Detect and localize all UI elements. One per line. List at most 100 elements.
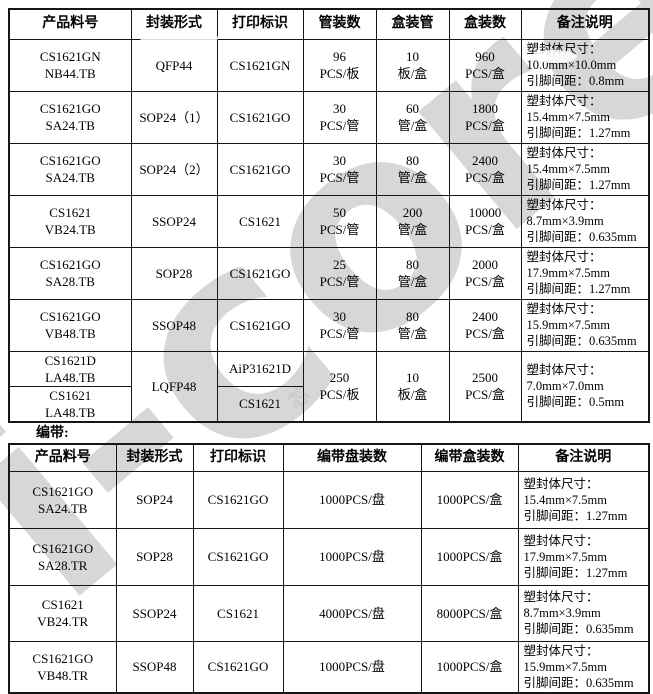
marking-cell: CS1621GO [216,246,304,300]
tube-qty-cell: 25 PCS/管 [302,246,377,300]
part-cell-line: SA24.TB [45,170,95,185]
tube-table-header: 产品料号 封装形式 打印标识 管装数 盒装管 盒装数 备注说明 [8,8,650,40]
part-cell-line: CS1621GN [39,49,101,64]
part-cell-line: CS1621 [49,205,92,220]
reel-qty-cell: 1000PCS/盘 [282,470,422,529]
part-cell-line: CS1621 [49,387,92,403]
column-header: 备注说明 [520,8,650,40]
tape-table-body: CS1621GO SA24.TB SOP24 CS1621GO 1000PCS/盘 100… [8,470,650,693]
part-cell-line: VB24.TR [37,614,89,629]
remark-cell-line: 引脚间距：1.27mm [526,178,631,192]
tubes-per-box-cell: 200 管/盒 [375,194,450,248]
part-cell: CS1621GO VB48.TB [8,298,132,352]
remark-cell: 塑封体尺寸： 10.0mm×10.0mm 引脚间距：0.8mm [520,38,650,92]
package-cell: SSOP48 [115,640,194,693]
box-qty-cell-line: PCS/盒 [465,387,505,402]
box-qty-cell-line: PCS/盒 [465,274,505,289]
part-cell-line: CS1621GO [32,540,94,556]
tube-qty-cell-line: PCS/板 [319,66,360,81]
package-cell: SSOP24 [130,194,218,248]
tube-qty-cell: 250 PCS/板 [302,350,377,422]
part-cell-line: CS1621GO [39,309,101,324]
part-cell-line: SA24.TB [38,500,88,516]
marking-cell: CS1621 [216,194,304,248]
reel-qty-cell: 4000PCS/盘 [282,584,422,642]
tube-qty-cell-line: 250 [329,370,350,385]
remark-cell-line: 10.0mm×10.0mm [526,58,617,72]
remark-cell: 塑封体尺寸： 15.4mm×7.5mm 引脚间距：1.27mm [520,142,650,196]
remark-cell-line: 17.9mm×7.5mm [526,266,610,280]
remark-cell-line: 8.7mm×3.9mm [526,214,604,228]
remark-cell-line: 15.4mm×7.5mm [526,110,610,124]
box-qty-cell-line: PCS/盒 [465,118,505,133]
marking-cell: CS1621GO [216,90,304,144]
remark-cell: 塑封体尺寸： 7.0mm×7.0mm 引脚间距：0.5mm [520,350,650,422]
tubes-per-box-cell-line: 80 [406,153,419,168]
box-qty-cell-line: PCS/盒 [465,66,505,81]
remark-cell-line: 塑封体尺寸： [523,533,599,548]
part-cell-line: CS1621 [41,597,84,612]
tube-qty-cell-line: PCS/管 [319,274,360,289]
box-qty-cell: 10000 PCS/盒 [448,194,522,248]
column-header: 产品料号 [8,443,117,472]
part-cell: CS1621 LA48.TB [8,385,132,422]
tubes-per-box-cell-line: 10 [406,49,419,64]
package-cell: LQFP48 [130,350,218,422]
table-row: CS1621GO SA24.TB SOP24（2） CS1621GO 30 PCS/管 80… [8,142,650,196]
part-cell-line: CS1621GO [39,257,101,272]
remark-cell: 塑封体尺寸： 15.4mm×7.5mm 引脚间距：1.27mm [517,470,650,529]
box-qty-cell: 1000PCS/盒 [420,470,519,529]
box-qty-cell: 2000 PCS/盒 [448,246,522,300]
remark-cell: 塑封体尺寸： 8.7mm×3.9mm 引脚间距：0.635mm [517,584,650,642]
remark-cell-line: 塑封体尺寸： [526,94,602,108]
part-cell: CS1621GO SA24.TB [8,90,132,144]
tubes-per-box-cell-line: 管/盒 [397,118,428,133]
part-cell: CS1621GO SA28.TR [8,527,117,586]
table-row: CS1621GO SA24.TB SOP24 CS1621GO 1000PCS/盘 100… [8,470,650,529]
part-cell: CS1621GO SA24.TB [8,470,117,529]
tube-qty-cell: 50 PCS/管 [302,194,377,248]
marking-cell: CS1621GO [192,640,284,693]
table-row: CS1621 VB24.TR SSOP24 CS1621 4000PCS/盘 8000PC… [8,584,650,642]
part-cell-line: LA48.TB [45,369,96,385]
box-qty-cell-line: PCS/盒 [465,326,505,341]
tube-packing-table: 产品料号 封装形式 打印标识 管装数 盒装管 盒装数 备注说明 CS1621GN NB44.T… [8,8,650,423]
part-cell: CS1621GO SA24.TB [8,142,132,196]
tubes-per-box-cell-line: 60 [406,101,419,116]
package-cell: SSOP24 [115,584,194,642]
remark-cell-line: 引脚间距：0.635mm [526,334,637,348]
tubes-per-box-cell: 60 管/盒 [375,90,450,144]
part-cell-line: CS1621GO [39,153,101,168]
box-qty-cell: 2500 PCS/盒 [448,350,522,422]
remark-cell-line: 15.4mm×7.5mm [523,492,607,507]
package-cell: SOP24（1） [130,90,218,144]
part-cell-line: VB48.TR [37,667,89,683]
tape-packing-table: 产品料号 封装形式 打印标识 编带盘装数 编带盒装数 备注说明 CS1621GO SA24.… [8,443,650,694]
part-cell-line: LA48.TB [45,404,96,420]
marking-cell: CS1621GO [216,142,304,196]
tube-qty-cell-line: PCS/管 [319,326,360,341]
column-header: 备注说明 [517,443,650,472]
remark-cell-line: 塑封体尺寸： [526,146,602,160]
remark-cell-line: 引脚间距：0.635mm [523,622,634,636]
column-header: 盒装数 [448,8,522,40]
box-qty-cell: 2400 PCS/盒 [448,142,522,196]
part-cell-line: CS1621D [44,352,96,368]
part-cell: CS1621D LA48.TB [8,350,132,387]
table-row: CS1621GO VB48.TR SSOP48 CS1621GO 1000PCS/盘 10… [8,640,650,693]
remark-cell-line: 引脚间距：0.635mm [523,675,634,690]
tube-qty-cell-line: 30 [333,101,346,116]
box-qty-cell-line: PCS/盒 [465,222,505,237]
tubes-per-box-cell-line: 管/盒 [397,274,428,289]
remark-cell: 塑封体尺寸： 8.7mm×3.9mm 引脚间距：0.635mm [520,194,650,248]
remark-cell-line: 15.9mm×7.5mm [526,318,610,332]
remark-cell: 塑封体尺寸： 17.9mm×7.5mm 引脚间距：1.27mm [517,527,650,586]
tubes-per-box-cell-line: 板/盒 [397,66,428,81]
package-cell: QFP44 [130,38,218,92]
table-row: CS1621GO SA24.TB SOP24（1） CS1621GO 30 PCS/管 60… [8,90,650,144]
box-qty-cell-line: 960 [475,49,495,64]
table-row: CS1621D LA48.TB LQFP48 AiP31621D 250 PCS/板 10 板… [8,350,650,422]
remark-cell-line: 15.4mm×7.5mm [526,162,610,176]
remark-cell-line: 引脚间距：0.635mm [526,230,637,244]
tubes-per-box-cell-line: 管/盒 [397,170,428,185]
